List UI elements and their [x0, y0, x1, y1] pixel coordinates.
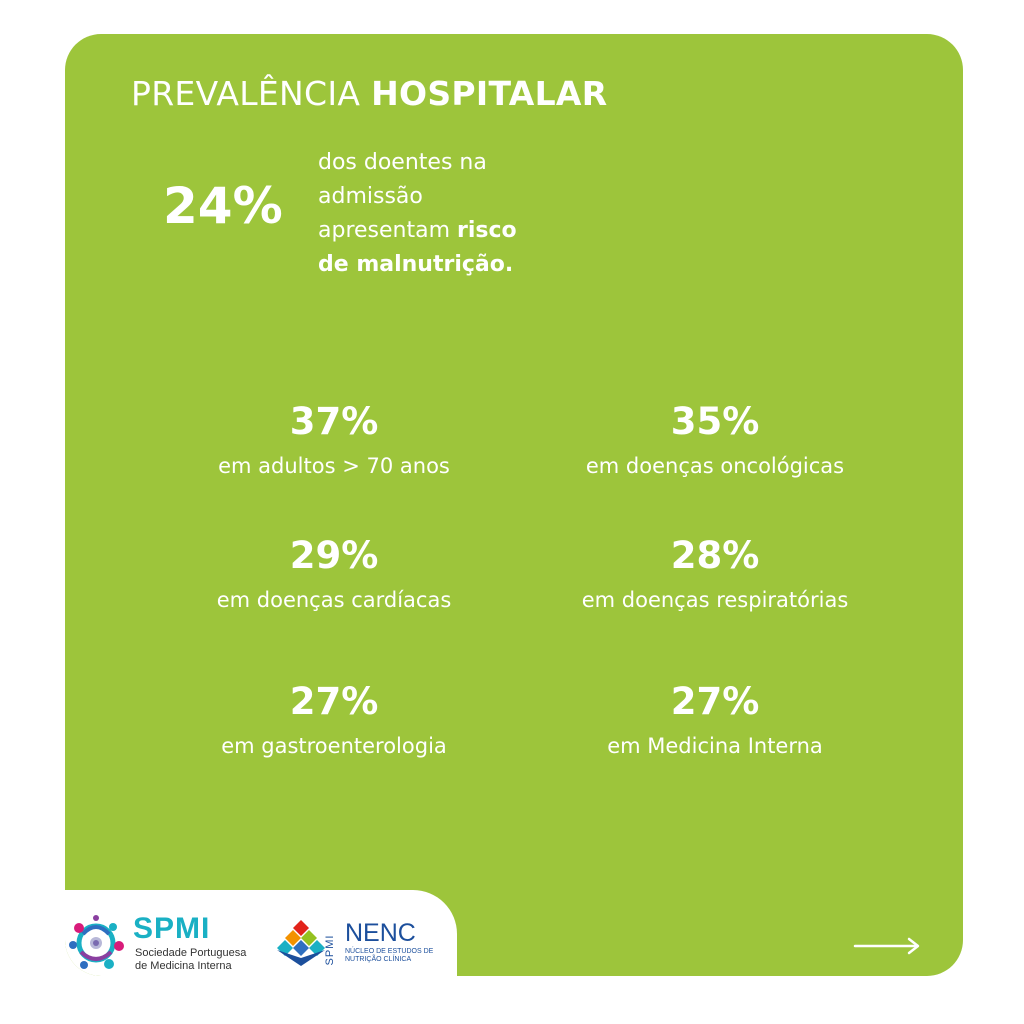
stat-internal-medicine: 27% em Medicina Interna: [525, 680, 905, 760]
nenc-pyramid-icon: [277, 920, 325, 966]
nenc-logo-subtitle: NÚCLEO DE ESTUDOS DE NUTRIÇÃO CLÍNICA: [345, 948, 433, 964]
nenc-sub-line-1: NÚCLEO DE ESTUDOS DE: [345, 948, 434, 955]
nenc-sub-line-2: NUTRIÇÃO CLÍNICA: [345, 956, 412, 963]
nenc-logo: SPMI NENC NÚCLEO DE ESTUDOS DE NUTRIÇÃO …: [275, 916, 455, 976]
logo-panel: SPMI Sociedade Portuguesa de Medicina In…: [65, 890, 457, 976]
headline-description: dos doentes na admissão apresentam risco…: [318, 146, 618, 282]
spmi-logo: SPMI Sociedade Portuguesa de Medicina In…: [65, 912, 246, 976]
arrow-right-icon[interactable]: [853, 934, 923, 958]
nenc-vertical-label: SPMI: [323, 924, 337, 976]
stat-gastroenterology: 27% em gastroenterologia: [144, 680, 524, 760]
nenc-vertical-text: SPMI: [324, 934, 336, 966]
headline-line-2: admissão: [318, 184, 423, 209]
stat-cardiac: 29% em doenças cardíacas: [144, 534, 524, 614]
nenc-logo-name: NENC: [345, 919, 416, 947]
stat-label: em gastroenterologia: [221, 734, 447, 758]
stat-label: em doenças respiratórias: [581, 588, 849, 612]
infographic-card: PREVALÊNCIA HOSPITALAR 24% dos doentes n…: [65, 34, 963, 976]
stat-label: em adultos > 70 anos: [218, 454, 450, 478]
stat-label: em doenças cardíacas: [216, 588, 452, 612]
headline-line-3-normal: apresentam: [318, 218, 451, 243]
title-light: PREVALÊNCIA: [131, 74, 361, 113]
stat-value: 29%: [289, 534, 379, 577]
stat-respiratory: 28% em doenças respiratórias: [525, 534, 905, 614]
headline-line-1: dos doentes na: [318, 150, 487, 175]
page-title: PREVALÊNCIA HOSPITALAR: [131, 74, 607, 114]
stat-label: em doenças oncológicas: [585, 454, 845, 478]
headline-line-4: de malnutrição.: [318, 248, 618, 282]
stat-value: 27%: [670, 680, 760, 723]
spmi-logo-subtitle: Sociedade Portuguesa de Medicina Interna: [135, 947, 246, 973]
spmi-emblem-icon: [69, 915, 124, 969]
spmi-logo-name: SPMI: [133, 912, 211, 945]
stat-label: em Medicina Interna: [607, 734, 823, 758]
headline-line-3-bold: risco: [457, 218, 517, 243]
headline-line-4-bold: de malnutrição.: [318, 252, 514, 277]
stat-adults-over-70: 37% em adultos > 70 anos: [144, 400, 524, 480]
headline-percentage: 24%: [163, 177, 283, 235]
stat-value: 35%: [670, 400, 760, 443]
stat-value: 27%: [289, 680, 379, 723]
stat-value: 28%: [670, 534, 760, 577]
spmi-sub-line-2: de Medicina Interna: [135, 960, 232, 972]
stat-oncology: 35% em doenças oncológicas: [525, 400, 905, 480]
title-bold: HOSPITALAR: [371, 74, 608, 113]
stat-value: 37%: [289, 400, 379, 443]
spmi-sub-line-1: Sociedade Portuguesa: [135, 947, 247, 959]
headline-line-3: apresentam risco: [318, 214, 618, 248]
